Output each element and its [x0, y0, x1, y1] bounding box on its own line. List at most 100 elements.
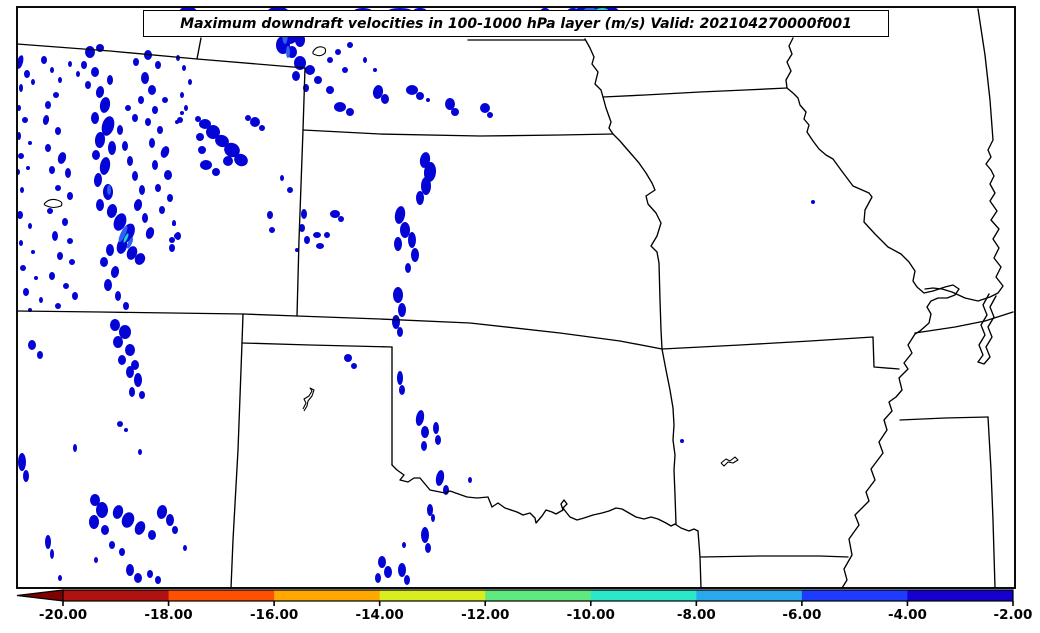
downdraft-blob	[397, 327, 403, 337]
lake-outline	[302, 387, 315, 412]
downdraft-blob	[85, 81, 91, 89]
downdraft-blob	[16, 55, 24, 69]
downdraft-blob	[148, 85, 156, 95]
downdraft-blob	[224, 142, 240, 158]
state-border	[987, 416, 996, 589]
downdraft-blob	[344, 354, 352, 362]
downdraft-blob	[162, 97, 168, 103]
downdraft-blob	[334, 102, 346, 112]
downdraft-blob	[199, 119, 211, 129]
downdraft-blob	[373, 68, 377, 72]
downdraft-blob	[299, 224, 305, 232]
downdraft-blob	[166, 514, 174, 526]
downdraft-blob	[223, 156, 233, 166]
downdraft-blob	[139, 185, 145, 195]
downdraft-blob	[680, 439, 684, 443]
downdraft-blob	[41, 56, 47, 64]
downdraft-blob	[47, 208, 53, 214]
downdraft-blob	[141, 72, 149, 84]
state-border	[16, 43, 306, 69]
downdraft-blob	[421, 426, 429, 438]
downdraft-blob	[106, 204, 118, 218]
downdraft-blob	[101, 525, 109, 535]
colorbar-segment	[168, 590, 275, 601]
downdraft-blob	[76, 71, 80, 77]
colorbar-outline	[62, 589, 1014, 602]
downdraft-blob	[106, 244, 114, 256]
downdraft-blob	[167, 194, 173, 202]
state-border	[196, 37, 202, 60]
downdraft-blob	[267, 211, 273, 219]
downdraft-blob	[72, 292, 78, 300]
downdraft-blob	[393, 287, 403, 303]
state-border	[584, 38, 663, 350]
downdraft-blob	[180, 92, 184, 98]
downdraft-blob	[421, 177, 431, 195]
downdraft-blob	[55, 185, 61, 191]
downdraft-blob	[67, 238, 73, 244]
downdraft-blob	[28, 223, 32, 229]
downdraft-blob	[63, 283, 69, 289]
downdraft-blob	[198, 146, 206, 154]
downdraft-blob	[132, 114, 138, 122]
downdraft-blob	[152, 106, 158, 114]
state-borders-layer	[16, 8, 1014, 589]
title-box: Maximum downdraft velocities in 100-1000…	[143, 10, 889, 37]
downdraft-blob	[89, 515, 99, 529]
downdraft-blob	[149, 138, 155, 148]
downdraft-blob	[480, 103, 490, 113]
downdraft-blob	[99, 97, 111, 113]
downdraft-blob	[145, 227, 155, 239]
downdraft-blob	[20, 187, 24, 193]
downdraft-blob	[148, 530, 156, 540]
colorbar-segment	[63, 590, 170, 601]
state-border	[661, 336, 900, 370]
downdraft-blob	[155, 61, 161, 69]
downdraft-blob	[127, 156, 133, 166]
downdraft-blob	[415, 410, 425, 426]
colorbar-tick-label: -2.00	[994, 607, 1033, 623]
downdraft-blob	[18, 453, 26, 471]
downdraft-blob	[53, 92, 59, 98]
downdraft-blob	[108, 141, 116, 155]
colorbar-tick-label: -10.00	[567, 607, 615, 623]
downdraft-blob	[109, 541, 115, 549]
colorbar-underflow-arrow	[16, 589, 64, 602]
downdraft-blob	[39, 297, 43, 303]
downdraft-blob	[164, 170, 172, 180]
downdraft-blob	[91, 112, 99, 124]
downdraft-blob	[451, 108, 459, 116]
downdraft-blob	[133, 58, 139, 66]
downdraft-blob	[445, 98, 455, 110]
downdraft-blob	[435, 470, 445, 486]
downdraft-blob	[49, 166, 55, 174]
downdraft-blob	[169, 237, 175, 243]
colorbar-segment	[801, 590, 908, 601]
downdraft-blob	[206, 125, 220, 139]
downdraft-blob	[295, 248, 299, 252]
downdraft-blob	[381, 94, 389, 104]
state-border	[302, 129, 614, 137]
state-border	[977, 293, 990, 363]
downdraft-blob	[421, 527, 429, 543]
state-border	[602, 87, 788, 98]
downdraft-blob	[28, 340, 36, 350]
downdraft-blob	[435, 435, 441, 445]
state-border	[977, 295, 997, 365]
downdraft-blob	[133, 199, 143, 211]
lake-outline	[43, 198, 63, 209]
downdraft-blob	[425, 543, 431, 553]
downdraft-blob	[68, 61, 72, 67]
downdraft-blob	[416, 92, 424, 100]
downdraft-blob	[113, 336, 123, 348]
downdraft-blob	[138, 449, 142, 455]
downdraft-blob	[487, 112, 493, 118]
downdraft-blob	[188, 79, 192, 85]
state-border	[924, 8, 1004, 302]
downdraft-blob	[346, 108, 354, 116]
downdraft-blob	[316, 243, 324, 249]
downdraft-blob	[398, 303, 406, 317]
downdraft-blob	[62, 218, 68, 226]
downdraft-blob	[184, 105, 188, 111]
downdraft-blob	[45, 535, 51, 549]
